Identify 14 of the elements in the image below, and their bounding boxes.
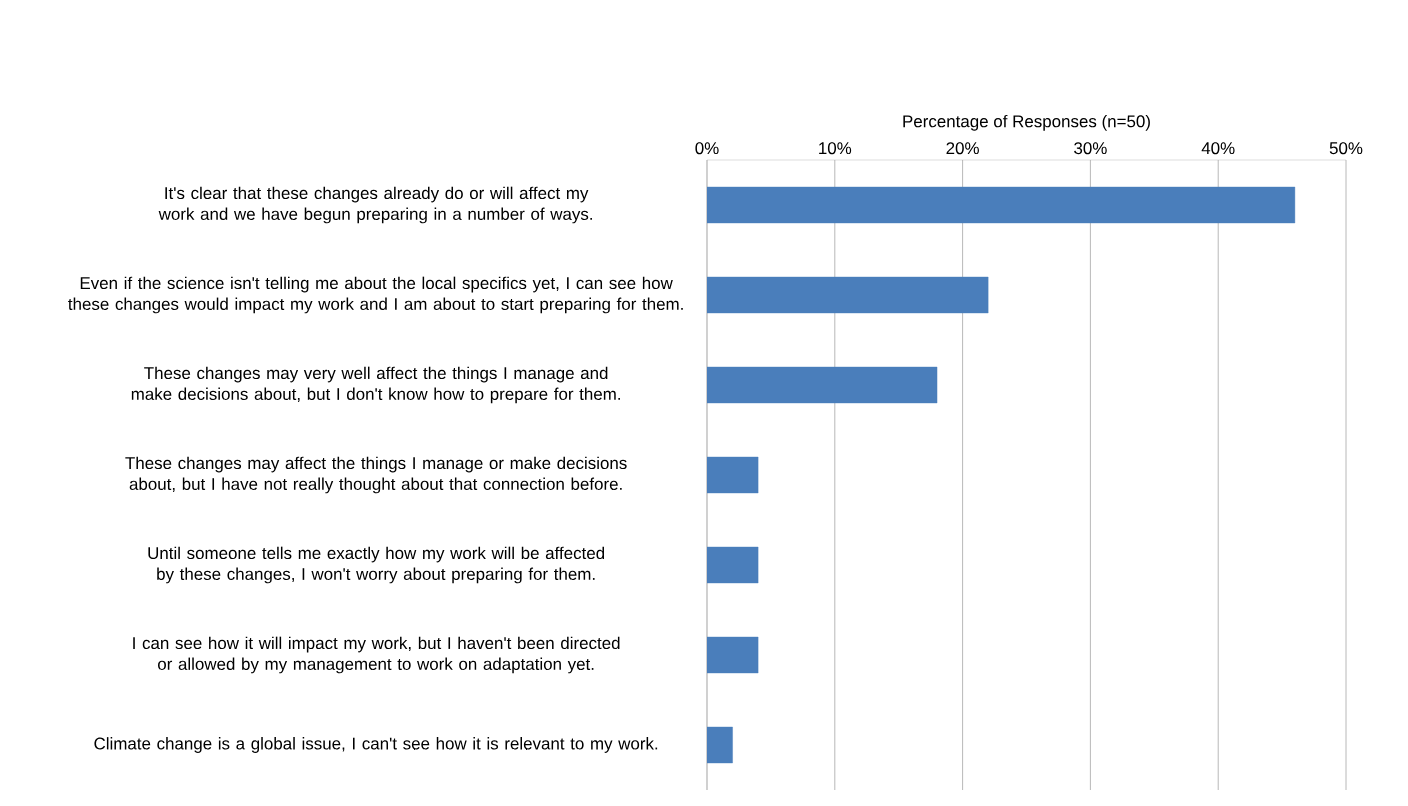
x-axis-title: Percentage of Responses (n=50) (903, 114, 1150, 131)
x-tick-label: 20% (946, 142, 979, 155)
y-tick-label: It's clear that these changes already do or will affect my work and we have begun preparing in a number of ways. (158, 186, 592, 224)
y-tick-label: I can see how it will impact my work, but I haven't been directed or allowed by my management to work on adaptation yet. (133, 636, 620, 674)
y-tick-label: Even if the science isn't telling me about the local specifics yet, I can see how these changes would impact my work and I am about to start preparing for them. (68, 276, 683, 314)
x-tick-label: 10% (819, 142, 852, 155)
x-tick-label: 30% (1074, 142, 1107, 155)
x-tick-label: 0% (695, 142, 719, 155)
x-tick-label: 40% (1201, 142, 1235, 155)
y-tick-label: Until someone tells me exactly how my work will be affected by these changes, I won't worry about preparing for them. (148, 546, 605, 584)
y-tick-label: These changes may affect the things I manage or make decisions about, but I have not really thought about that connection before. (125, 456, 627, 494)
y-tick-label: These changes may very well affect the things I manage and make decisions about, but I don't know how to prepare for them. (131, 366, 620, 404)
y-tick-label: Climate change is a global issue, I can't see how it is relevant to my work. (94, 737, 658, 753)
x-tick-label: 50% (1329, 142, 1363, 155)
